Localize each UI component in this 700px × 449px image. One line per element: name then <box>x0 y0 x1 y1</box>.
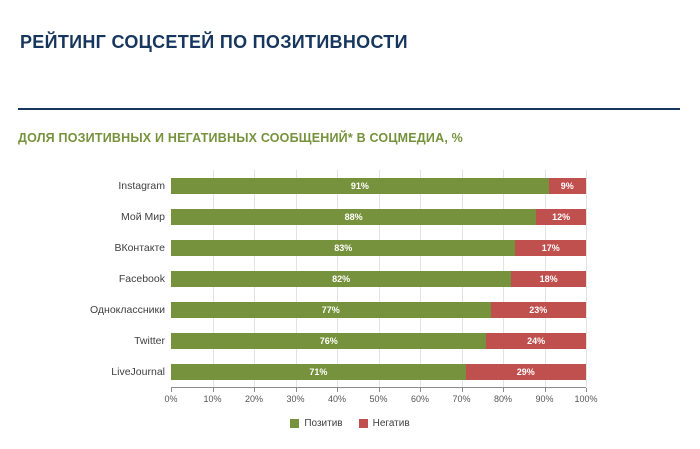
chart-subtitle: ДОЛЯ ПОЗИТИВНЫХ И НЕГАТИВНЫХ СООБЩЕНИЙ* … <box>18 131 463 145</box>
axis-tick <box>503 388 504 392</box>
axis-tick-label: 10% <box>203 394 222 404</box>
chart-rows: Instagram 91% 9% Мой Мир 88% 12% ВКонтакте 83% 1… <box>20 170 590 387</box>
bar-segment-негатив: 12% <box>536 208 586 225</box>
legend-item-негатив: Негатив <box>358 418 410 429</box>
bar-value-label: 29% <box>516 366 535 377</box>
bar-segment-позитив: 71% <box>171 363 466 380</box>
axis-tick-label: 60% <box>410 394 430 404</box>
bar-segment-позитив: 76% <box>171 332 487 349</box>
chart-row: LiveJournal 71% 29% <box>20 356 590 387</box>
axis-tick-label: 30% <box>286 394 305 404</box>
legend-item-позитив: Позитив <box>290 418 343 429</box>
chart-row: ВКонтакте 83% 17% <box>20 232 590 263</box>
category-label: Мой Мир <box>121 210 165 223</box>
chart-row: Мой Мир 88% 12% <box>20 201 590 232</box>
axis-tick-label: 100% <box>574 394 598 404</box>
axis-tick-label: 90% <box>535 394 554 404</box>
axis-tick <box>212 388 214 392</box>
legend-swatch <box>358 419 368 428</box>
axis-tick <box>254 388 255 392</box>
chart-row: Facebook 82% 18% <box>20 263 590 294</box>
axis-tick <box>337 388 338 392</box>
axis-tick <box>461 388 463 392</box>
axis-tick-label: 20% <box>244 394 264 404</box>
axis-tick <box>378 388 380 392</box>
category-label: Instagram <box>118 179 165 192</box>
category-label: LiveJournal <box>111 365 165 378</box>
bar-value-label: 18% <box>539 273 558 284</box>
chart-legend: Позитив Негатив <box>0 418 700 429</box>
title-divider-line <box>18 108 680 110</box>
axis-tick-label: 70% <box>452 394 471 404</box>
axis-tick <box>544 388 546 392</box>
page-title: РЕЙТИНГ СОЦСЕТЕЙ ПО ПОЗИТИВНОСТИ <box>20 32 408 52</box>
bar-segment-позитив: 91% <box>171 177 549 194</box>
bar-segment-негатив: 29% <box>465 363 586 380</box>
legend-label: Позитив <box>304 418 343 429</box>
legend-label: Негатив <box>372 418 410 429</box>
legend-swatch <box>290 419 300 428</box>
bar-value-label: 9% <box>560 180 574 191</box>
bar-segment-негатив: 23% <box>490 301 586 318</box>
stacked-bar-chart: Instagram 91% 9% Мой Мир 88% 12% ВКонтакте 83% 1… <box>20 170 598 408</box>
bar-segment-негатив: 9% <box>548 177 586 194</box>
bar-segment-негатив: 17% <box>515 239 586 256</box>
category-label: Twitter <box>134 334 165 347</box>
bar-value-label: 91% <box>350 180 369 191</box>
category-label: Facebook <box>118 272 165 285</box>
axis-tick <box>420 388 421 392</box>
category-label: ВКонтакте <box>114 241 165 254</box>
bar-segment-позитив: 88% <box>171 208 537 225</box>
bar-area: 82% 18% <box>171 270 586 287</box>
axis-tick-label: 50% <box>369 394 388 404</box>
chart-row: Twitter 76% 24% <box>20 325 590 356</box>
bar-value-label: 77% <box>321 304 340 315</box>
bar-value-label: 71% <box>309 366 328 377</box>
bar-value-label: 82% <box>332 273 351 284</box>
bar-area: 71% 29% <box>171 363 586 380</box>
chart-row: Одноклассники 77% 23% <box>20 294 590 325</box>
bar-value-label: 76% <box>319 335 338 346</box>
bar-value-label: 88% <box>344 211 363 222</box>
bar-value-label: 17% <box>541 242 560 253</box>
bar-segment-негатив: 24% <box>486 332 586 349</box>
bar-area: 83% 17% <box>171 239 586 256</box>
x-axis: 0% 10% 20% 30% 40% 50% 60% 70% 80% 90% 100% <box>164 387 598 408</box>
bar-value-label: 12% <box>552 211 571 222</box>
axis-tick-label: 0% <box>164 394 178 404</box>
bar-value-label: 23% <box>529 304 548 315</box>
bar-segment-позитив: 82% <box>171 270 512 287</box>
bar-value-label: 83% <box>334 242 353 253</box>
axis-tick <box>171 388 172 392</box>
bar-value-label: 24% <box>527 335 546 346</box>
chart-row: Instagram 91% 9% <box>20 170 590 201</box>
plot-area: Instagram 91% 9% Мой Мир 88% 12% ВКонтакте 83% 1… <box>20 170 590 387</box>
bar-segment-позитив: 83% <box>171 239 516 256</box>
axis-tick <box>586 388 587 392</box>
bar-area: 76% 24% <box>171 332 586 349</box>
axis-tick-label: 80% <box>493 394 513 404</box>
bar-segment-негатив: 18% <box>511 270 586 287</box>
bar-area: 77% 23% <box>171 301 586 318</box>
category-label: Одноклассники <box>89 303 165 316</box>
axis-tick-label: 40% <box>327 394 347 404</box>
bar-area: 91% 9% <box>171 177 586 194</box>
bar-segment-позитив: 77% <box>171 301 491 318</box>
axis-tick <box>295 388 297 392</box>
bar-area: 88% 12% <box>171 208 586 225</box>
